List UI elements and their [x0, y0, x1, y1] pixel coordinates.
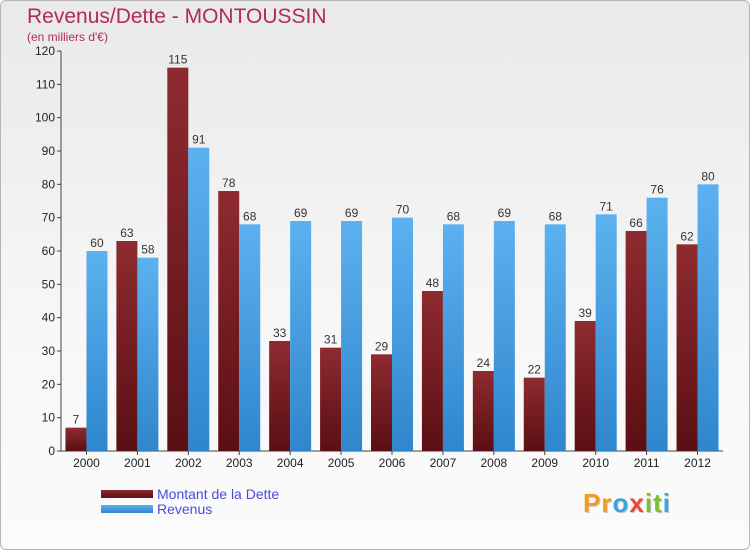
x-axis: 2000 2001 2002 2003 2004 2005 2006 2007 2008 2009…: [61, 450, 723, 470]
bar-revenus: [239, 224, 261, 451]
value-label-dette: 7: [73, 413, 80, 427]
proxiti-logo: Proxiti: [583, 488, 671, 519]
logo-letter: o: [612, 488, 630, 518]
x-tick-label: 2012: [684, 456, 711, 470]
y-tick-label: 10: [42, 411, 56, 425]
value-label-dette: 62: [680, 229, 694, 243]
value-label-revenus: 91: [192, 133, 206, 147]
y-tick-label: 100: [35, 111, 55, 125]
bar-revenus: [290, 221, 312, 451]
bar-dette: [269, 341, 291, 451]
logo-letter: t: [653, 488, 663, 518]
value-label-dette: 29: [375, 339, 389, 353]
value-label-dette: 66: [629, 216, 643, 230]
x-tick-label: 2000: [73, 456, 100, 470]
logo-letter: x: [629, 488, 645, 518]
x-tick-label: 2004: [277, 456, 304, 470]
bar-revenus: [493, 221, 515, 451]
logo-letter: r: [601, 488, 613, 518]
y-tick-label: 90: [42, 144, 56, 158]
bar-dette: [371, 354, 392, 451]
y-tick-label: 70: [42, 211, 56, 225]
bar-revenus: [442, 224, 464, 451]
value-labels: 7 60 63 58 115 91 78 68 33 69 31 69 29 70 48 68 24 69 22 68…: [73, 53, 715, 427]
value-label-revenus: 69: [498, 206, 512, 220]
bar-revenus: [137, 257, 159, 451]
y-tick-label: 50: [42, 277, 56, 291]
bar-dette: [116, 241, 138, 451]
bar-dette: [218, 191, 240, 451]
bar-revenus: [697, 184, 719, 452]
y-tick-label: 40: [42, 311, 56, 325]
x-tick-label: 2007: [430, 456, 457, 470]
y-tick-label: 120: [35, 44, 55, 58]
value-label-dette: 39: [579, 306, 593, 320]
y-tick-label: 60: [42, 244, 56, 258]
value-label-revenus: 68: [549, 209, 563, 223]
value-label-dette: 78: [222, 176, 236, 190]
chart-subtitle: (en milliers d'€): [27, 30, 108, 44]
x-tick-label: 2002: [175, 456, 202, 470]
x-tick-label: 2005: [328, 456, 355, 470]
bar-dette: [421, 291, 443, 451]
bar-revenus: [188, 147, 210, 451]
y-tick-label: 30: [42, 344, 56, 358]
value-label-revenus: 71: [600, 199, 614, 213]
value-label-dette: 115: [168, 53, 187, 67]
bar-revenus: [392, 217, 413, 451]
legend-label-revenus: Revenus: [157, 501, 213, 517]
value-label-revenus: 70: [396, 203, 410, 217]
value-label-dette: 22: [528, 363, 542, 377]
bar-dette: [167, 67, 189, 452]
bar-dette: [625, 231, 647, 451]
y-tick-label: 0: [48, 444, 55, 458]
logo-letter: i: [644, 488, 654, 518]
legend-label-dette: Montant de la Dette: [157, 486, 280, 502]
x-tick-label: 2008: [480, 456, 507, 470]
bar-revenus: [544, 224, 566, 451]
bar-dette: [523, 377, 545, 451]
value-label-dette: 33: [273, 326, 287, 340]
value-label-revenus: 58: [141, 243, 155, 257]
bar-revenus: [86, 251, 108, 451]
x-tick-label: 2006: [379, 456, 406, 470]
logo-letter: i: [662, 488, 671, 518]
value-label-dette: 63: [120, 226, 134, 240]
value-label-revenus: 60: [90, 236, 104, 250]
y-tick-label: 80: [42, 177, 56, 191]
bar-revenus: [595, 214, 617, 451]
value-label-revenus: 68: [243, 209, 257, 223]
legend-swatch-revenus: [101, 505, 153, 513]
logo-letter: P: [583, 488, 602, 518]
x-tick-label: 2009: [531, 456, 558, 470]
value-label-dette: 48: [426, 276, 440, 290]
bar-dette: [65, 427, 87, 451]
legend-swatch-dette: [101, 490, 153, 498]
value-label-revenus: 69: [294, 206, 308, 220]
bar-dette: [676, 244, 698, 451]
value-label-dette: 31: [324, 333, 338, 347]
chart-title: Revenus/Dette - MONTOUSSIN: [27, 5, 327, 28]
value-label-revenus: 76: [650, 183, 664, 197]
value-label-revenus: 80: [701, 169, 715, 183]
y-tick-label: 20: [42, 377, 56, 391]
bar-dette: [574, 321, 596, 451]
value-label-dette: 24: [477, 356, 491, 370]
bar-revenus: [646, 197, 668, 451]
value-label-revenus: 69: [345, 206, 359, 220]
x-tick-label: 2003: [226, 456, 253, 470]
y-tick-label: 110: [36, 77, 55, 91]
bars: [65, 67, 719, 452]
x-tick-label: 2011: [634, 456, 660, 470]
bar-dette: [472, 371, 494, 451]
bar-dette: [320, 347, 342, 451]
x-tick-label: 2001: [124, 456, 151, 470]
x-tick-label: 2010: [582, 456, 609, 470]
value-label-revenus: 68: [447, 209, 461, 223]
y-axis: 0 10 20 30 40 50 60 70 80 90 100 110 120: [35, 44, 62, 458]
bar-revenus: [341, 221, 363, 451]
